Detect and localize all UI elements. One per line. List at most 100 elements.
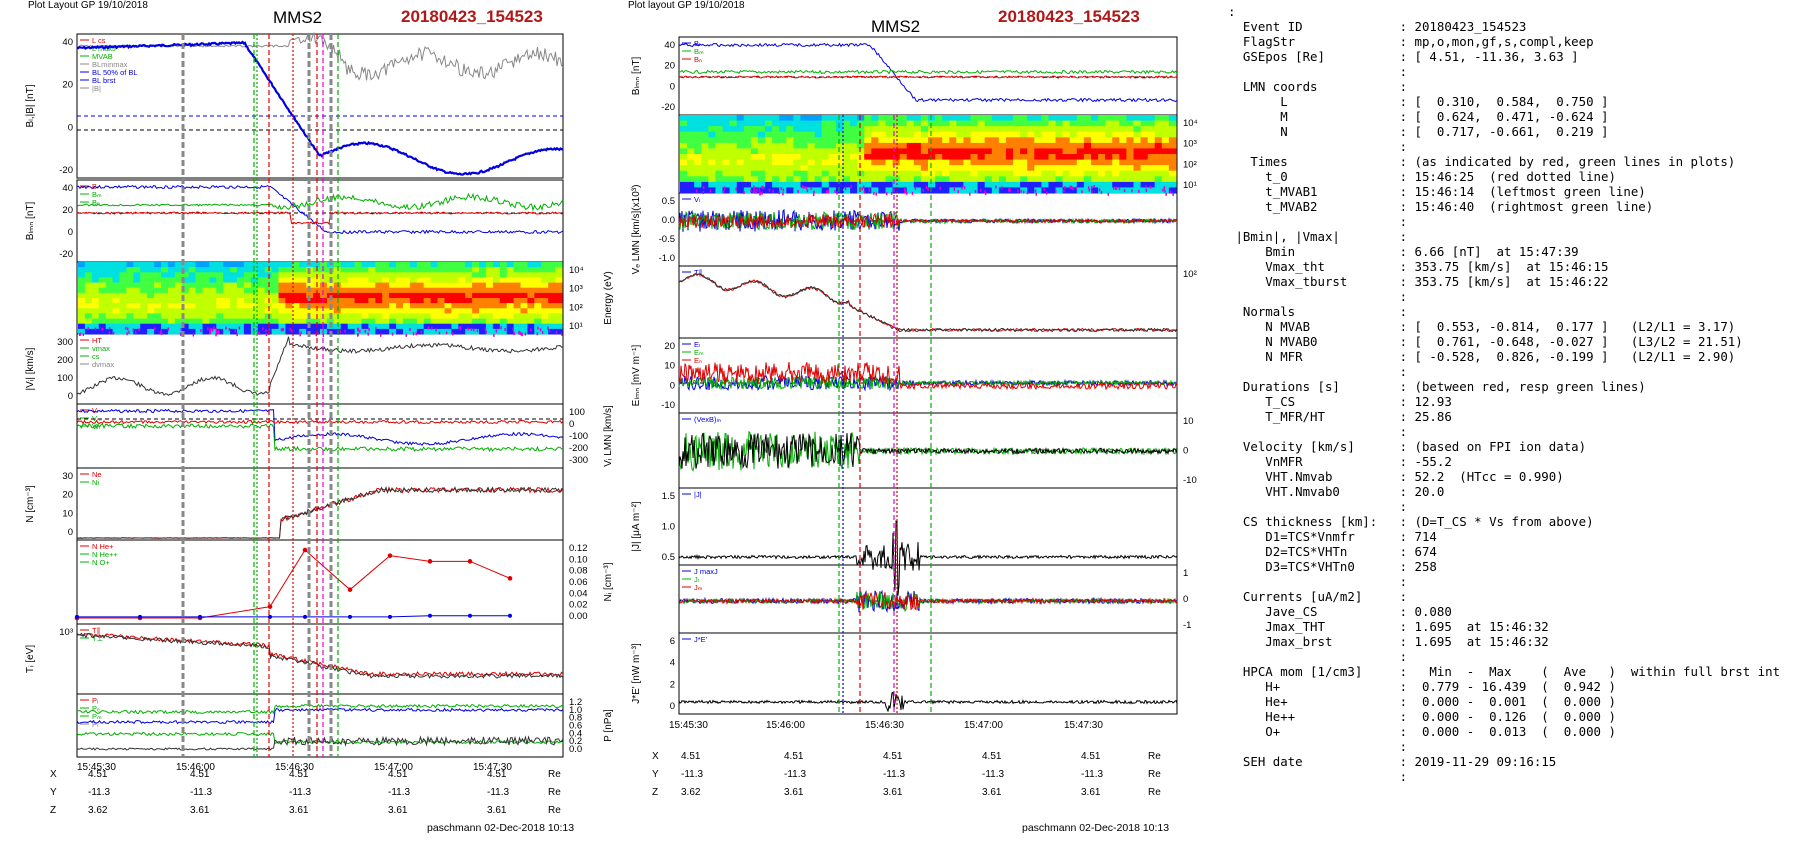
electron-spectrogram-cell <box>906 126 915 133</box>
panel-frame <box>76 539 564 625</box>
electron-spectrogram-cell <box>1069 137 1078 144</box>
electron-spectrogram-cell <box>1154 187 1163 194</box>
electron-spectrogram-cell <box>835 137 844 144</box>
ion-spectrogram-cell <box>112 262 120 268</box>
coord-value: 3.61 <box>487 805 507 816</box>
electron-spectrogram-cell <box>722 137 730 144</box>
ion-spectrogram-cell <box>98 323 106 330</box>
electron-spectrogram-cell <box>814 126 823 133</box>
Pt-series <box>76 735 564 751</box>
ion-spectrogram-cell <box>140 303 148 309</box>
electron-spectrogram-cell-speck <box>1107 192 1109 196</box>
electron-spectrogram-cell <box>765 142 773 149</box>
electron-spectrogram-cell <box>1055 115 1063 121</box>
ion-spectrogram-cell <box>195 292 203 299</box>
ion-spectrogram-cell <box>527 267 535 273</box>
ion-spectrogram-cell <box>548 313 556 319</box>
Ni-series <box>76 485 564 539</box>
electron-spectrogram-cell <box>715 142 723 149</box>
ion-spectrogram-cell <box>320 267 328 273</box>
ion-spectrogram-cell <box>181 308 189 314</box>
electron-spectrogram-cell <box>821 170 830 177</box>
electron-spectrogram-cell <box>864 126 872 133</box>
electron-spectrogram-cell <box>680 148 688 155</box>
electron-spectrogram-cell <box>1161 159 1170 166</box>
ion-spectrogram-cell-speck <box>518 331 521 335</box>
electron-spectrogram-cell-speck <box>801 185 804 189</box>
electron-spectrogram-cell <box>1140 131 1149 138</box>
ion-spectrogram-cell-speck <box>536 332 539 336</box>
electron-spectrogram-cell <box>1126 142 1134 149</box>
ion-spectrogram-cell <box>472 292 480 299</box>
ion-spectrogram-cell <box>347 298 355 304</box>
ion-spectrogram-cell <box>499 272 508 278</box>
ion-spectrogram-cell <box>119 272 127 278</box>
electron-spectrogram-cell-speck <box>782 192 784 196</box>
ion-spectrogram-cell <box>430 298 438 304</box>
electron-spectrogram-cell <box>800 137 808 144</box>
electron-spectrogram-cell <box>956 181 964 188</box>
ion-spectrogram-cell <box>243 328 252 335</box>
ion-spectrogram-cell <box>506 303 514 309</box>
ion-spectrogram-cell <box>140 277 148 283</box>
ion-spectrogram-cell <box>347 262 355 268</box>
electron-spectrogram-cell <box>1083 154 1092 160</box>
electron-spectrogram-cell <box>687 181 695 188</box>
electron-spectrogram-cell <box>1105 159 1113 166</box>
electron-spectrogram-cell <box>1027 142 1035 149</box>
electron-spectrogram-cell <box>1048 170 1056 177</box>
electron-spectrogram-cell <box>793 131 801 138</box>
ion-spectrogram-cell-speck <box>445 331 448 335</box>
ion-spectrogram-cell <box>403 303 411 309</box>
ion-spectrogram-cell <box>133 292 141 299</box>
electron-spectrogram-cell <box>850 142 858 149</box>
ion-spectrogram-cell <box>126 303 134 309</box>
electron-spectrogram-cell <box>765 154 773 160</box>
electron-spectrogram-cell <box>1069 126 1078 133</box>
ion-spectrogram-cell <box>548 282 556 289</box>
ion-spectrogram-cell <box>382 323 390 330</box>
ion-spectrogram-cell <box>513 313 521 319</box>
electron-spectrogram-cell <box>1005 137 1014 144</box>
VM-series <box>76 422 564 453</box>
electron-spectrogram-cell <box>835 159 844 166</box>
electron-spectrogram-cell <box>913 115 922 121</box>
ion-spectrogram-cell <box>458 282 466 289</box>
electron-spectrogram-cell <box>708 131 716 138</box>
summary-line: CS thickness [km]: : (D=T_CS * Vs from a… <box>1228 514 1594 529</box>
electron-spectrogram-cell <box>736 142 745 149</box>
ion-spectrogram-cell <box>520 287 528 294</box>
electron-spectrogram-cell <box>1013 176 1021 183</box>
coord-value: 4.51 <box>883 751 903 762</box>
electron-spectrogram-cell <box>1140 115 1149 121</box>
electron-spectrogram-cell <box>1098 148 1106 155</box>
electron-spectrogram-cell <box>1076 126 1085 133</box>
electron-spectrogram-cell <box>1083 148 1092 155</box>
ion-spectrogram-cell <box>133 267 141 273</box>
electron-spectrogram-cell <box>694 176 702 183</box>
ion-spectrogram-cell <box>492 262 501 268</box>
electron-spectrogram-cell <box>1154 120 1163 127</box>
electron-spectrogram-cell <box>786 115 794 121</box>
electron-spectrogram-cell <box>793 176 801 183</box>
electron-spectrogram-cell <box>715 181 723 188</box>
electron-spectrogram-cell-speck <box>1064 186 1066 190</box>
ion-spectrogram-cell <box>257 318 266 325</box>
electron-spectrogram-cell <box>963 187 971 194</box>
electron-spectrogram-cell <box>1133 165 1141 172</box>
electron-spectrogram-cell <box>765 159 773 166</box>
electron-spectrogram-cell <box>1154 137 1163 144</box>
ion-spectrogram-cell <box>347 277 355 283</box>
ion-spectrogram-cell <box>430 328 438 335</box>
electron-spectrogram-cell <box>1147 137 1156 144</box>
ion-spectrogram-cell <box>181 277 189 283</box>
ion-spectrogram-cell <box>403 292 411 299</box>
ion-spectrogram-cell <box>188 282 196 289</box>
electron-spectrogram-cell <box>694 142 702 149</box>
ion-spectrogram-cell <box>361 323 369 330</box>
electron-spectrogram-cell <box>1034 142 1042 149</box>
ion-spectrogram-cell-speck <box>484 327 487 331</box>
ion-spectrogram-cell <box>271 308 279 314</box>
ion-spectrogram-cell <box>506 277 514 283</box>
ion-spectrogram-cell <box>361 308 369 314</box>
